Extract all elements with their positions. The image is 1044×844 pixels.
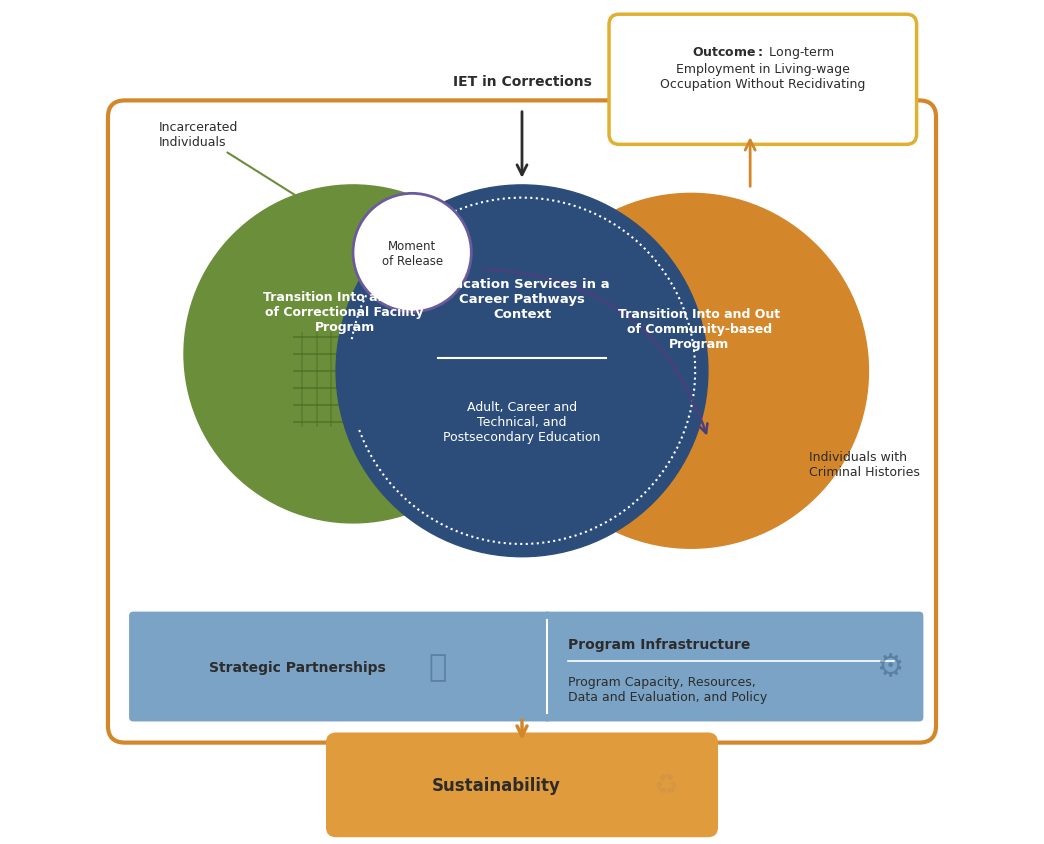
Text: IET in Corrections: IET in Corrections [452, 74, 592, 89]
Circle shape [184, 186, 522, 523]
Circle shape [353, 194, 471, 312]
Text: Incarcerated
Individuals: Incarcerated Individuals [159, 121, 315, 208]
Text: ♻: ♻ [654, 771, 679, 799]
Text: Moment
of Release: Moment of Release [382, 239, 443, 268]
Text: $\bf{Outcome:}$ Long-term
Employment in Living-wage
Occupation Without Recidivat: $\bf{Outcome:}$ Long-term Employment in … [660, 45, 865, 90]
Text: Program Capacity, Resources,
Data and Evaluation, and Policy: Program Capacity, Resources, Data and Ev… [569, 675, 767, 703]
FancyBboxPatch shape [543, 612, 923, 722]
Text: Strategic Partnerships: Strategic Partnerships [210, 660, 386, 674]
Text: Sustainability: Sustainability [432, 776, 561, 794]
Text: Individuals with
Criminal Histories: Individuals with Criminal Histories [772, 439, 920, 479]
Text: Transition Into and Out
of Correctional Facility
Program: Transition Into and Out of Correctional … [263, 291, 426, 333]
Text: ⚙: ⚙ [876, 652, 903, 681]
Text: Adult, Career and
Technical, and
Postsecondary Education: Adult, Career and Technical, and Postsec… [444, 401, 600, 443]
Text: Education Services in a
Career Pathways
Context: Education Services in a Career Pathways … [434, 279, 610, 321]
Text: 🤝: 🤝 [428, 652, 447, 681]
FancyBboxPatch shape [609, 15, 917, 145]
Text: Program Infrastructure: Program Infrastructure [569, 637, 751, 652]
FancyBboxPatch shape [129, 612, 551, 722]
Text: Transition Into and Out
of Community-based
Program: Transition Into and Out of Community-bas… [618, 308, 781, 350]
Circle shape [514, 194, 869, 549]
FancyBboxPatch shape [326, 733, 718, 837]
Circle shape [336, 186, 708, 557]
